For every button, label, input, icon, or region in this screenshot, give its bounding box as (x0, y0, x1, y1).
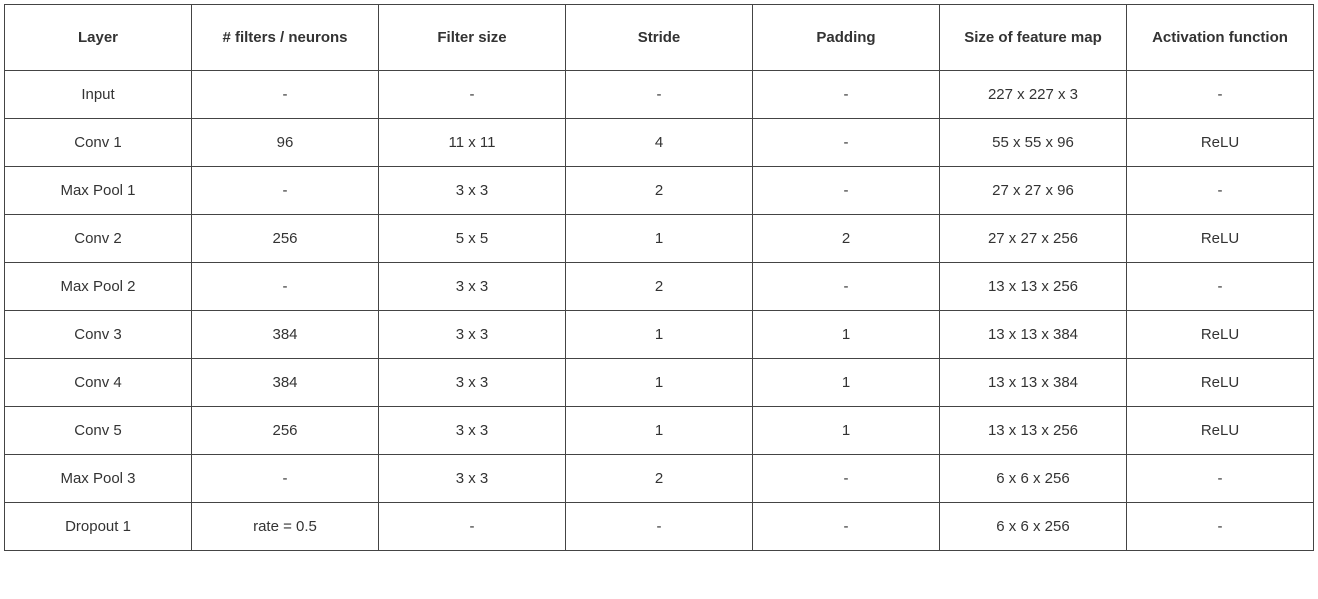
cell-stride: 2 (566, 167, 753, 215)
cell-filters: 256 (192, 407, 379, 455)
cell-layer: Input (5, 71, 192, 119)
cell-layer: Conv 2 (5, 215, 192, 263)
cell-filters: - (192, 455, 379, 503)
cell-filters: 384 (192, 311, 379, 359)
table-row: Conv 5 256 3 x 3 1 1 13 x 13 x 256 ReLU (5, 407, 1314, 455)
table-body: Input - - - - 227 x 227 x 3 - Conv 1 96 … (5, 71, 1314, 551)
cell-stride: 1 (566, 359, 753, 407)
cell-feature-map: 6 x 6 x 256 (940, 455, 1127, 503)
cell-padding: 1 (753, 407, 940, 455)
cell-filters: 384 (192, 359, 379, 407)
cell-stride: 2 (566, 263, 753, 311)
cell-feature-map: 27 x 27 x 256 (940, 215, 1127, 263)
cell-layer: Conv 1 (5, 119, 192, 167)
cell-filter-size: 11 x 11 (379, 119, 566, 167)
table-row: Conv 4 384 3 x 3 1 1 13 x 13 x 384 ReLU (5, 359, 1314, 407)
cell-padding: - (753, 119, 940, 167)
cell-padding: - (753, 503, 940, 551)
cell-stride: 1 (566, 407, 753, 455)
table-header: Layer # filters / neurons Filter size St… (5, 5, 1314, 71)
cell-padding: - (753, 455, 940, 503)
cell-filter-size: 3 x 3 (379, 311, 566, 359)
cell-activation: ReLU (1127, 311, 1314, 359)
cell-layer: Conv 3 (5, 311, 192, 359)
cell-activation: - (1127, 503, 1314, 551)
cell-filters: 96 (192, 119, 379, 167)
col-header-layer: Layer (5, 5, 192, 71)
cell-activation: ReLU (1127, 119, 1314, 167)
cell-stride: 1 (566, 215, 753, 263)
table-row: Max Pool 3 - 3 x 3 2 - 6 x 6 x 256 - (5, 455, 1314, 503)
cell-activation: - (1127, 167, 1314, 215)
cell-filters: 256 (192, 215, 379, 263)
table-row: Max Pool 2 - 3 x 3 2 - 13 x 13 x 256 - (5, 263, 1314, 311)
cell-layer: Max Pool 3 (5, 455, 192, 503)
cell-padding: 1 (753, 311, 940, 359)
cell-layer: Max Pool 1 (5, 167, 192, 215)
table-row: Input - - - - 227 x 227 x 3 - (5, 71, 1314, 119)
cell-filter-size: 3 x 3 (379, 359, 566, 407)
cell-filter-size: 3 x 3 (379, 263, 566, 311)
cell-filter-size: - (379, 71, 566, 119)
cell-layer: Max Pool 2 (5, 263, 192, 311)
cell-activation: - (1127, 263, 1314, 311)
cnn-architecture-table: Layer # filters / neurons Filter size St… (4, 4, 1314, 551)
cell-feature-map: 227 x 227 x 3 (940, 71, 1127, 119)
cell-feature-map: 13 x 13 x 256 (940, 263, 1127, 311)
cell-stride: - (566, 503, 753, 551)
table-row: Dropout 1 rate = 0.5 - - - 6 x 6 x 256 - (5, 503, 1314, 551)
cell-layer: Conv 4 (5, 359, 192, 407)
cell-padding: - (753, 71, 940, 119)
cell-feature-map: 13 x 13 x 384 (940, 359, 1127, 407)
col-header-activation: Activation function (1127, 5, 1314, 71)
col-header-feature-map: Size of feature map (940, 5, 1127, 71)
cell-activation: ReLU (1127, 359, 1314, 407)
table-row: Conv 3 384 3 x 3 1 1 13 x 13 x 384 ReLU (5, 311, 1314, 359)
table-row: Conv 2 256 5 x 5 1 2 27 x 27 x 256 ReLU (5, 215, 1314, 263)
cell-filters: rate = 0.5 (192, 503, 379, 551)
cell-stride: 1 (566, 311, 753, 359)
cell-activation: - (1127, 455, 1314, 503)
cell-filter-size: 3 x 3 (379, 407, 566, 455)
col-header-filters: # filters / neurons (192, 5, 379, 71)
col-header-stride: Stride (566, 5, 753, 71)
table-row: Max Pool 1 - 3 x 3 2 - 27 x 27 x 96 - (5, 167, 1314, 215)
cell-filter-size: 3 x 3 (379, 167, 566, 215)
col-header-padding: Padding (753, 5, 940, 71)
cell-filter-size: 5 x 5 (379, 215, 566, 263)
cell-stride: 4 (566, 119, 753, 167)
table-row: Conv 1 96 11 x 11 4 - 55 x 55 x 96 ReLU (5, 119, 1314, 167)
cell-padding: - (753, 167, 940, 215)
header-row: Layer # filters / neurons Filter size St… (5, 5, 1314, 71)
cell-layer: Conv 5 (5, 407, 192, 455)
cell-feature-map: 6 x 6 x 256 (940, 503, 1127, 551)
cell-padding: - (753, 263, 940, 311)
cell-stride: 2 (566, 455, 753, 503)
cell-activation: - (1127, 71, 1314, 119)
cell-layer: Dropout 1 (5, 503, 192, 551)
cell-feature-map: 13 x 13 x 256 (940, 407, 1127, 455)
cell-feature-map: 27 x 27 x 96 (940, 167, 1127, 215)
cell-filters: - (192, 263, 379, 311)
cell-filters: - (192, 71, 379, 119)
cell-feature-map: 13 x 13 x 384 (940, 311, 1127, 359)
cell-filters: - (192, 167, 379, 215)
cell-padding: 2 (753, 215, 940, 263)
cell-activation: ReLU (1127, 407, 1314, 455)
cell-filter-size: - (379, 503, 566, 551)
cell-feature-map: 55 x 55 x 96 (940, 119, 1127, 167)
cell-activation: ReLU (1127, 215, 1314, 263)
col-header-filter-size: Filter size (379, 5, 566, 71)
cell-filter-size: 3 x 3 (379, 455, 566, 503)
cell-stride: - (566, 71, 753, 119)
cell-padding: 1 (753, 359, 940, 407)
